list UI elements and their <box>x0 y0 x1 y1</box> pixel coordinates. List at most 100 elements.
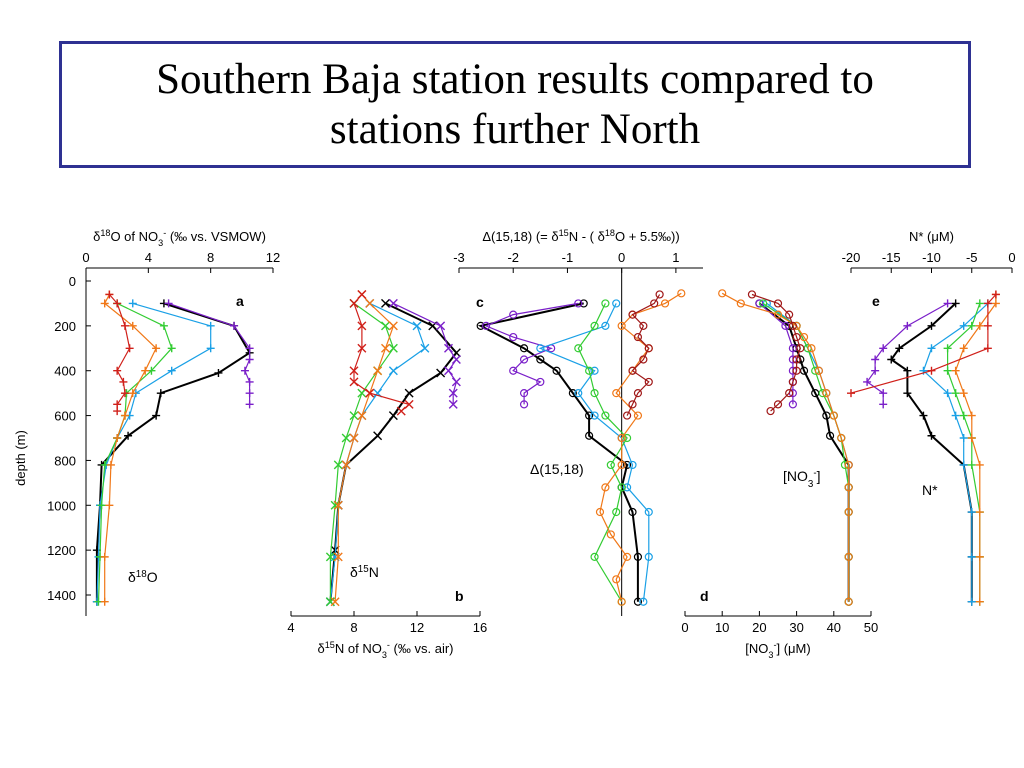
data-point-c-orange <box>617 597 626 606</box>
data-point-b-red <box>349 366 359 376</box>
data-point-c-darkred <box>639 321 648 330</box>
data-point-d-darkred <box>773 299 783 308</box>
data-point-b-blue <box>420 343 430 353</box>
data-point-e-blue <box>927 344 936 353</box>
tick-label-y: 200 <box>54 319 76 334</box>
annotation-a: δ18O <box>128 569 158 586</box>
data-point-c-darkred <box>628 310 637 319</box>
data-point-b-black <box>436 368 446 378</box>
series-line-a-orange <box>103 294 157 602</box>
data-point-a-red <box>125 344 134 353</box>
data-point-c-darkred <box>644 344 653 353</box>
tick-label-x-b: 4 <box>287 620 294 635</box>
data-point-b-purple <box>444 343 453 353</box>
data-point-c-orange <box>660 299 670 308</box>
data-point-b-black <box>373 431 383 441</box>
data-point-e-purple <box>871 355 880 364</box>
data-point-c-green <box>617 483 626 492</box>
data-point-e-blue <box>967 508 976 517</box>
data-point-d-darkred <box>788 377 797 387</box>
data-point-a-orange <box>106 460 115 469</box>
data-point-e-black <box>903 366 912 375</box>
tick-label-x-d: 10 <box>715 620 729 635</box>
panel-label-a: a <box>236 293 244 309</box>
data-point-e-orange <box>967 434 976 442</box>
data-point-a-orange <box>141 366 150 375</box>
data-point-b-green <box>333 460 343 470</box>
data-point-c-black <box>476 321 485 330</box>
data-point-d-orange <box>837 433 846 443</box>
data-point-c-orange <box>612 575 621 584</box>
data-point-d-darkred <box>773 400 783 409</box>
data-point-e-blue <box>959 321 968 330</box>
data-point-a-red <box>105 290 114 299</box>
data-point-c-darkred <box>633 389 643 398</box>
data-point-b-purple <box>444 366 453 376</box>
data-point-e-blue <box>959 434 968 442</box>
tick-label-x-c: -3 <box>453 250 465 265</box>
data-point-e-green <box>943 344 952 353</box>
data-point-c-darkred <box>633 332 643 342</box>
series-line-c-orange <box>599 292 682 602</box>
tick-label-x-c: -1 <box>562 250 574 265</box>
data-point-a-orange <box>128 389 137 398</box>
axis-label-x-c: Δ(15,18) (= δ15N - ( δ18O + 5.5‰)) <box>482 228 679 244</box>
data-point-a-red <box>113 366 122 375</box>
data-point-a-black <box>214 368 223 377</box>
data-point-c-blue <box>644 507 653 517</box>
data-point-e-green <box>943 366 952 375</box>
tick-label-x-a: 8 <box>207 250 214 265</box>
data-point-e-red <box>983 344 992 353</box>
data-point-e-black <box>927 431 936 440</box>
data-point-c-purple <box>509 332 518 342</box>
data-point-a-orange <box>128 321 137 330</box>
data-point-a-orange <box>100 597 109 606</box>
data-point-c-orange <box>617 460 626 470</box>
data-point-b-orange <box>349 433 359 443</box>
data-point-c-black <box>585 431 594 440</box>
data-point-a-orange <box>105 501 114 510</box>
data-point-c-darkred <box>622 411 632 420</box>
data-point-a-orange <box>100 552 109 561</box>
axis-label-x-b: δ15N of NO3- (‰ vs. air) <box>318 640 454 660</box>
data-point-c-blue <box>601 321 610 330</box>
data-point-b-orange <box>330 597 340 607</box>
data-point-e-black <box>903 389 912 398</box>
data-point-e-purple <box>903 321 912 330</box>
data-point-c-orange <box>622 552 632 561</box>
data-point-a-purple <box>245 400 254 409</box>
data-point-a-blue <box>206 344 215 353</box>
data-point-b-green <box>388 343 398 353</box>
data-point-c-orange <box>606 530 615 539</box>
annotation-e: N* <box>922 482 938 498</box>
series-line-d-green <box>762 302 850 602</box>
data-point-a-black <box>92 546 101 555</box>
data-point-c-purple <box>519 400 529 409</box>
data-point-b-black <box>388 411 398 421</box>
tick-label-x-e: 0 <box>1008 250 1015 265</box>
data-point-b-purple <box>451 377 461 387</box>
data-point-b-purple <box>448 388 458 398</box>
data-point-c-blue <box>612 299 621 308</box>
data-point-a-black <box>156 389 165 398</box>
slide-title-box: Southern Baja station results compared t… <box>59 41 971 168</box>
data-point-e-orange <box>975 597 984 606</box>
data-point-c-orange <box>595 507 605 517</box>
data-point-c-blue <box>639 597 648 606</box>
data-point-c-green <box>622 433 632 443</box>
slide-title-line-1: Southern Baja station results compared t… <box>156 55 874 103</box>
data-point-a-blue <box>128 299 137 308</box>
tick-label-x-e: -5 <box>966 250 978 265</box>
data-point-b-red <box>396 406 406 416</box>
data-point-a-orange <box>100 299 109 308</box>
tick-label-y: 0 <box>69 274 76 289</box>
series-line-c-green <box>577 303 628 603</box>
series-line-c-blue <box>538 303 650 602</box>
data-point-a-blue <box>206 321 215 330</box>
data-point-c-orange <box>617 321 626 330</box>
data-point-b-red <box>357 321 367 331</box>
data-point-e-red <box>991 290 1000 299</box>
tick-label-x-c: 1 <box>672 250 679 265</box>
data-point-e-green <box>975 299 984 308</box>
data-point-b-orange <box>341 460 351 470</box>
